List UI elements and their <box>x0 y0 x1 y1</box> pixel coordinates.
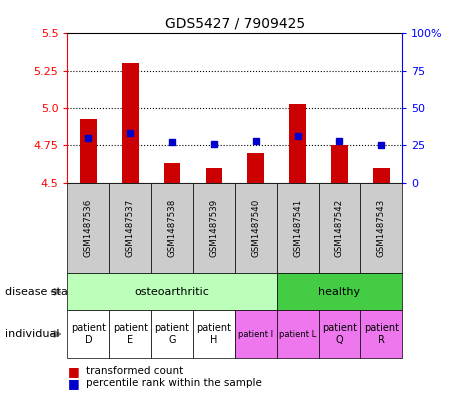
Text: patient
G: patient G <box>154 323 190 345</box>
Text: GSM1487537: GSM1487537 <box>126 199 135 257</box>
Title: GDS5427 / 7909425: GDS5427 / 7909425 <box>165 17 305 31</box>
Text: patient L: patient L <box>279 330 316 338</box>
Text: patient
D: patient D <box>71 323 106 345</box>
Text: GSM1487541: GSM1487541 <box>293 199 302 257</box>
Bar <box>122 63 139 183</box>
Bar <box>164 163 180 183</box>
Text: patient
R: patient R <box>364 323 399 345</box>
Text: patient
Q: patient Q <box>322 323 357 345</box>
Text: patient I: patient I <box>238 330 273 338</box>
Text: GSM1487543: GSM1487543 <box>377 199 386 257</box>
Text: patient
H: patient H <box>196 323 232 345</box>
Bar <box>206 168 222 183</box>
Text: healthy: healthy <box>319 287 360 297</box>
Text: GSM1487536: GSM1487536 <box>84 199 93 257</box>
Text: percentile rank within the sample: percentile rank within the sample <box>86 378 262 388</box>
Text: disease state: disease state <box>5 287 79 297</box>
Bar <box>247 153 264 183</box>
Bar <box>289 104 306 183</box>
Text: GSM1487539: GSM1487539 <box>209 199 219 257</box>
Text: GSM1487538: GSM1487538 <box>167 199 177 257</box>
Text: transformed count: transformed count <box>86 366 183 376</box>
Bar <box>373 168 390 183</box>
Text: ■: ■ <box>67 376 79 390</box>
Text: ■: ■ <box>67 365 79 378</box>
Text: osteoarthritic: osteoarthritic <box>134 287 210 297</box>
Bar <box>331 145 348 183</box>
Bar <box>80 119 97 183</box>
Text: individual: individual <box>5 329 59 339</box>
Text: patient
E: patient E <box>113 323 148 345</box>
Text: GSM1487540: GSM1487540 <box>251 199 260 257</box>
Text: GSM1487542: GSM1487542 <box>335 199 344 257</box>
